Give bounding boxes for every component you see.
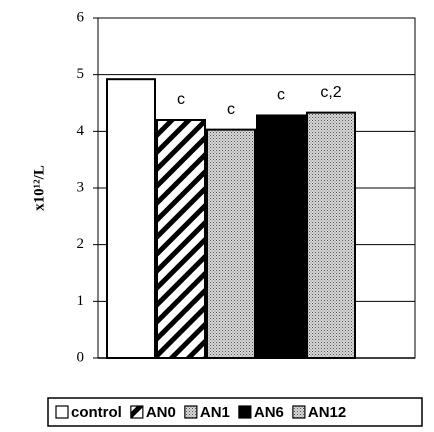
bar (306, 111, 356, 359)
annotation: c (227, 101, 235, 118)
legend-label: AN6 (254, 404, 284, 421)
bar (156, 119, 206, 359)
y-tick-label: 0 (77, 349, 85, 365)
y-tick-label: 4 (77, 123, 85, 139)
legend-label: AN0 (146, 404, 176, 421)
legend-box (47, 397, 423, 427)
legend-swatch (55, 405, 69, 419)
y-tick-label: 6 (77, 9, 85, 25)
bar (106, 78, 156, 359)
bar (256, 114, 306, 360)
legend-swatch (292, 405, 306, 419)
annotation: c,2 (320, 84, 341, 101)
legend-label: AN12 (308, 404, 346, 421)
y-axis-label: x10¹²/L (31, 165, 47, 211)
legend-swatch (184, 405, 198, 419)
legend-label: control (71, 404, 122, 421)
y-tick-label: 3 (77, 179, 85, 195)
legend-swatch (238, 405, 252, 419)
annotation: c (277, 87, 285, 104)
y-tick-label: 5 (77, 66, 85, 82)
y-tick-label: 2 (77, 236, 85, 252)
annotation: c (177, 91, 185, 108)
legend-label: AN1 (200, 404, 230, 421)
y-tick-label: 1 (77, 293, 85, 309)
legend-swatch (130, 405, 144, 419)
bar (206, 128, 256, 359)
